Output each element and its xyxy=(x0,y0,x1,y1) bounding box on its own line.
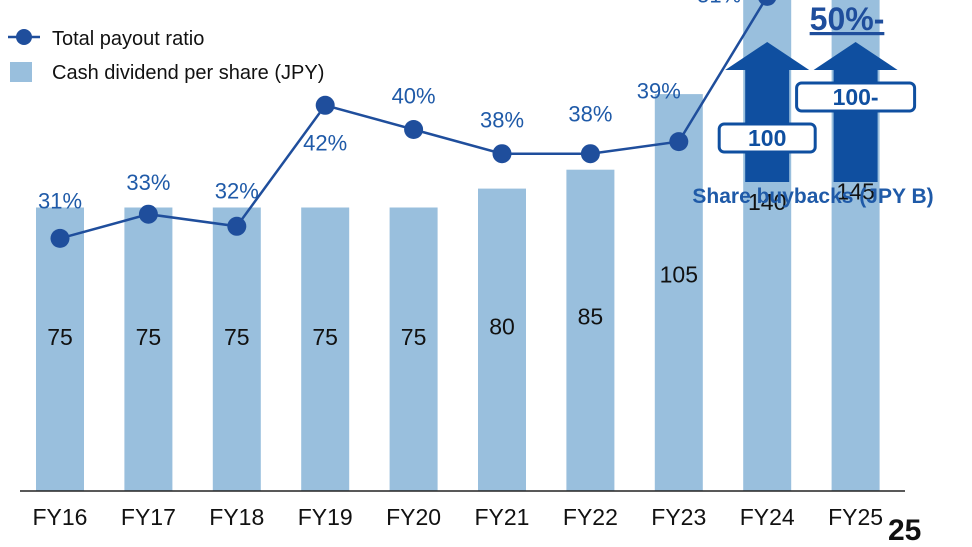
x-tick-fy24: FY24 xyxy=(740,504,795,530)
bar-fy23 xyxy=(654,94,703,491)
legend-bar-swatch xyxy=(10,62,32,82)
share-buybacks-title: Share buybacks (JPY B) xyxy=(692,185,933,208)
payout-label-fy19: 42% xyxy=(303,130,347,155)
payout-point-fy22 xyxy=(580,144,600,164)
payout-ratio-line xyxy=(50,0,776,248)
payout-point-fy24 xyxy=(758,0,776,6)
bar-fy18 xyxy=(212,207,261,491)
payout-label-fy18: 32% xyxy=(215,178,259,203)
x-tick-fy25: FY25 xyxy=(828,504,883,530)
page-number: 25 xyxy=(888,514,922,547)
x-tick-fy19: FY19 xyxy=(298,504,353,530)
buyback-value-fy25: 100- xyxy=(833,84,879,110)
payout-target-label: 50%- xyxy=(810,1,885,37)
legend-label-dividend: Cash dividend per share (JPY) xyxy=(52,62,324,84)
bar-fy16 xyxy=(36,207,84,491)
x-tick-fy16: FY16 xyxy=(33,504,88,530)
payout-point-fy23 xyxy=(669,132,689,152)
bar-fy19 xyxy=(301,207,350,491)
bar-fy21 xyxy=(478,188,526,491)
legend: Total payout ratio Cash dividend per sha… xyxy=(8,28,324,84)
payout-label-fy21: 38% xyxy=(480,108,524,133)
payout-label-fy23: 39% xyxy=(637,79,681,104)
x-tick-fy20: FY20 xyxy=(386,504,441,530)
legend-line-dot xyxy=(16,29,32,45)
bar-label-fy23: 105 xyxy=(660,262,698,288)
payout-point-fy17 xyxy=(138,204,158,224)
x-tick-labels: FY16 FY17 FY18 FY19 FY20 FY21 FY22 FY23 FY24 FY25 xyxy=(33,504,884,530)
bar-label-fy21: 80 xyxy=(489,314,515,340)
bar-label-fy24: 140 xyxy=(748,189,786,215)
share-buyback-arrows: 100 100- xyxy=(717,42,917,182)
bar-series xyxy=(36,0,880,492)
payout-label-fy16: 31% xyxy=(38,188,82,213)
x-tick-fy22: FY22 xyxy=(563,504,618,530)
payout-label-fy22: 38% xyxy=(568,102,612,127)
x-tick-fy17: FY17 xyxy=(121,504,176,530)
payout-point-fy19 xyxy=(315,95,335,115)
bar-label-fy22: 85 xyxy=(578,303,604,329)
bar-fy17 xyxy=(124,207,173,491)
payout-point-fy21 xyxy=(492,144,512,164)
payout-label-fy20: 40% xyxy=(392,84,436,109)
bar-label-fy20: 75 xyxy=(401,324,427,350)
payout-label-fy24: 51% xyxy=(697,0,741,7)
bar-label-fy19: 75 xyxy=(312,324,338,350)
bar-fy22 xyxy=(566,169,615,491)
bar-label-fy25: 145 xyxy=(836,179,874,205)
bar-label-fy16: 75 xyxy=(47,324,73,350)
payout-label-fy17: 33% xyxy=(126,170,170,195)
buyback-arrow-fy24 xyxy=(725,42,810,182)
buyback-box-fy24 xyxy=(717,122,817,154)
bar-label-fy17: 75 xyxy=(136,324,162,350)
payout-point-fy18 xyxy=(227,216,247,236)
x-tick-fy18: FY18 xyxy=(209,504,264,530)
x-tick-fy23: FY23 xyxy=(651,504,706,530)
bar-label-fy18: 75 xyxy=(224,324,250,350)
buyback-value-fy24: 100 xyxy=(748,125,786,151)
bar-value-labels: 75 75 75 75 75 80 85 105 140 145 xyxy=(47,179,875,351)
x-tick-fy21: FY21 xyxy=(475,504,530,530)
bar-fy20 xyxy=(389,207,438,491)
legend-label-payout-ratio: Total payout ratio xyxy=(52,28,204,50)
payout-ratio-labels: 31% 33% 32% 42% 40% 38% 38% 39% 51% xyxy=(38,0,741,213)
buyback-box-fy25 xyxy=(795,81,917,113)
payout-point-fy20 xyxy=(404,120,424,139)
payout-point-fy16 xyxy=(50,228,70,248)
